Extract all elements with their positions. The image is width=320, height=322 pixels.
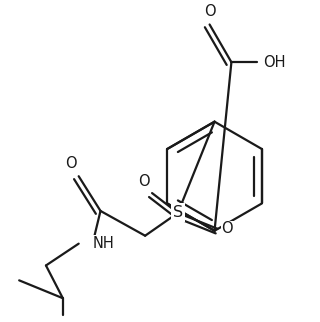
Text: O: O xyxy=(204,4,215,19)
Text: O: O xyxy=(139,174,150,189)
Text: OH: OH xyxy=(263,55,286,70)
Text: O: O xyxy=(221,221,233,236)
Text: NH: NH xyxy=(92,236,114,251)
Text: S: S xyxy=(173,205,183,221)
Text: O: O xyxy=(65,156,77,171)
